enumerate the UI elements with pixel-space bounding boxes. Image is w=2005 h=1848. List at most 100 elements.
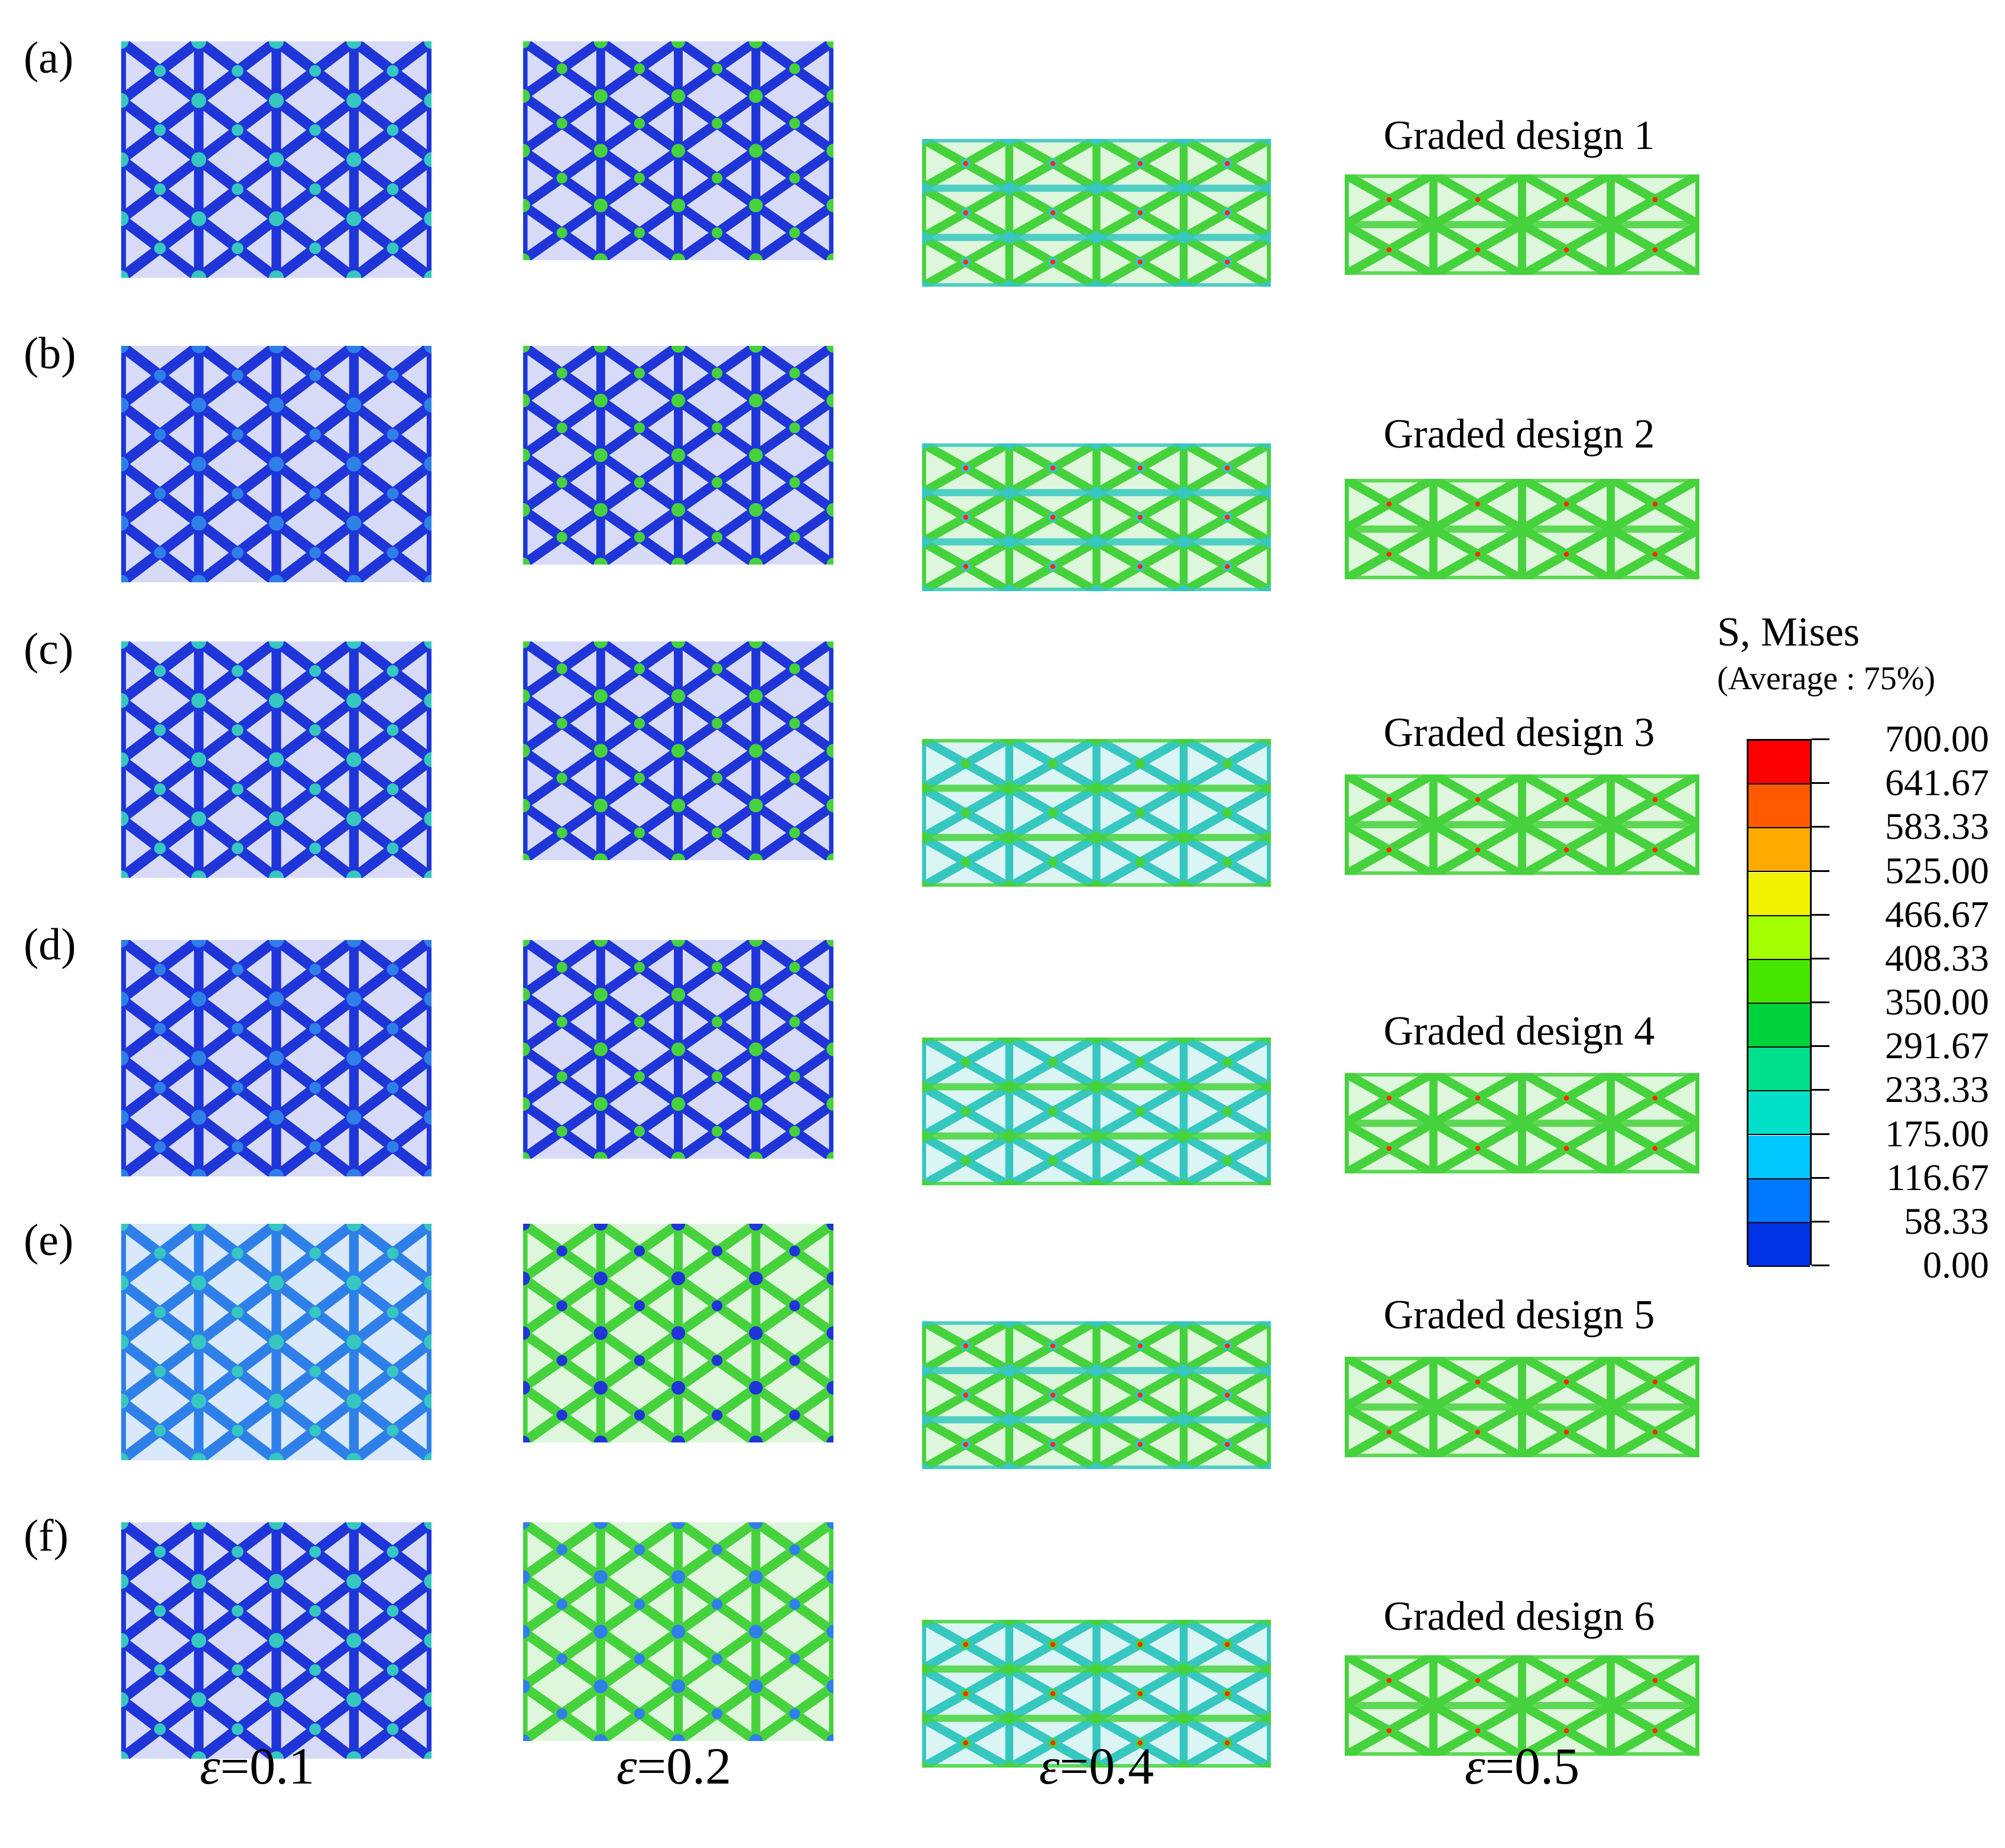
lattice-panel-f-4 [1345,1655,1699,1756]
lattice-graphic [523,641,833,860]
legend-subtitle: (Average : 75%) [1717,660,1936,697]
lattice-graphic [1345,479,1699,579]
lattice-panel-e-4 [1345,1357,1699,1457]
lattice-graphic [922,139,1271,287]
row-label-c: (c) [24,624,74,674]
epsilon-symbol: ε [616,1738,637,1795]
legend-value: 350.00 [1885,981,1989,1023]
legend-value: 700.00 [1885,718,1989,760]
legend-value: 233.33 [1885,1068,1989,1111]
legend-swatch [1748,916,1810,960]
lattice-panel-e-1 [121,1224,432,1460]
lattice-panel-d-4 [1345,1073,1699,1173]
legend-tick [1812,1220,1829,1223]
legend-tick [1812,1001,1829,1003]
legend-value: 408.33 [1885,936,1989,979]
legend-swatch [1748,959,1810,1004]
legend-value: 0.00 [1923,1244,1989,1286]
lattice-panel-c-4 [1345,774,1699,875]
strain-label-4: ε=0.5 [1398,1741,1646,1793]
lattice-graphic [922,1321,1271,1469]
design-label-2: Graded design 2 [1383,411,1655,457]
design-label-5: Graded design 5 [1383,1292,1655,1338]
lattice-graphic [1345,1655,1699,1756]
lattice-panel-f-1 [121,1522,432,1759]
lattice-panel-b-4 [1345,479,1699,579]
lattice-graphic [1345,1073,1699,1173]
legend-tick [1812,913,1829,916]
design-label-4: Graded design 4 [1383,1009,1655,1054]
lattice-panel-d-2 [523,940,833,1159]
lattice-panel-e-3 [922,1321,1271,1469]
lattice-panel-a-4 [1345,174,1699,275]
strain-label-2: ε=0.2 [550,1741,798,1793]
lattice-graphic [121,1224,432,1460]
lattice-panel-c-2 [523,641,833,860]
lattice-panel-e-2 [523,1224,833,1442]
legend-tick [1812,826,1829,828]
legend-swatch [1748,1223,1810,1267]
lattice-panel-d-1 [121,940,432,1176]
lattice-panel-b-3 [922,443,1271,591]
design-label-1: Graded design 1 [1383,113,1655,158]
row-label-f: (f) [24,1511,69,1561]
lattice-graphic [523,1224,833,1442]
strain-value: =0.4 [1059,1738,1154,1795]
row-label-b: (b) [24,329,76,378]
legend-value: 583.33 [1885,805,1989,848]
lattice-panel-d-3 [922,1038,1271,1185]
lattice-graphic [523,41,833,260]
epsilon-symbol: ε [1464,1738,1485,1795]
lattice-panel-a-1 [121,41,432,278]
legend-value: 641.67 [1885,761,1989,804]
legend-value: 175.00 [1885,1112,1989,1155]
lattice-panel-b-1 [121,346,432,582]
lattice-panel-b-2 [523,346,833,565]
legend-tick [1812,738,1829,740]
lattice-graphic [922,443,1271,591]
legend-tick [1812,1265,1829,1266]
legend-swatch [1748,784,1810,829]
legend-tick [1812,1133,1829,1135]
legend-value: 58.33 [1904,1199,1989,1242]
legend-swatch [1748,1135,1810,1179]
legend-tick [1812,870,1829,872]
strain-value: =0.2 [637,1738,732,1795]
lattice-graphic [121,1522,432,1759]
legend-swatch [1748,1179,1810,1223]
lattice-graphic [922,739,1271,887]
lattice-graphic [121,41,432,278]
legend-tick [1812,782,1829,784]
lattice-panel-f-2 [523,1522,833,1741]
legend-title: S, Mises [1717,609,1860,655]
lattice-panel-a-3 [922,139,1271,287]
legend-value: 466.67 [1885,893,1989,935]
design-label-6: Graded design 6 [1383,1594,1655,1639]
legend-swatch [1748,741,1810,785]
lattice-panel-c-1 [121,641,432,878]
legend-tick [1812,957,1829,959]
legend-value: 525.00 [1885,849,1989,891]
legend-swatch [1748,1048,1810,1092]
strain-label-1: ε=0.1 [133,1741,381,1793]
legend-value: 291.67 [1885,1024,1989,1067]
legend-swatch [1748,828,1810,873]
design-label-3: Graded design 3 [1383,710,1655,756]
row-label-d: (d) [24,920,76,970]
lattice-panel-a-2 [523,41,833,260]
lattice-panel-c-3 [922,739,1271,887]
strain-value: =0.1 [220,1738,315,1795]
epsilon-symbol: ε [1039,1738,1060,1795]
legend-tick [1812,1176,1829,1179]
lattice-graphic [121,940,432,1176]
lattice-panel-f-3 [922,1620,1271,1768]
legend-tick [1812,1045,1829,1048]
lattice-graphic [523,940,833,1159]
legend-tick [1812,1089,1829,1091]
lattice-graphic [121,641,432,878]
lattice-graphic [1345,1357,1699,1457]
lattice-graphic [1345,774,1699,875]
lattice-graphic [523,1522,833,1741]
legend-color-bar [1747,739,1812,1267]
lattice-graphic [922,1620,1271,1768]
